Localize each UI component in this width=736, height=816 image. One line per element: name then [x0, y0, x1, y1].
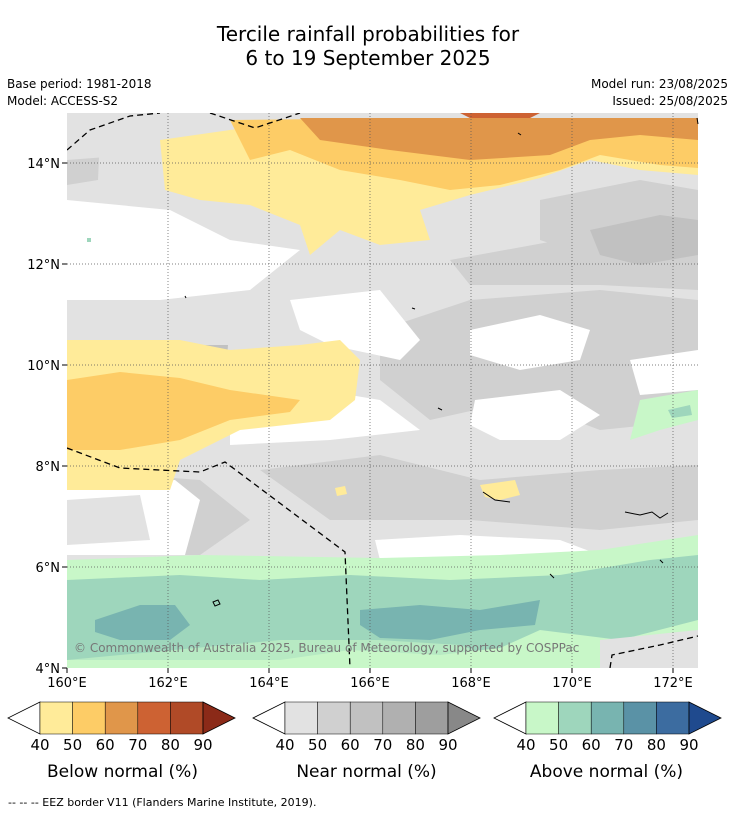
- colorbar-tick-label: 70: [128, 736, 147, 754]
- colorbar-segment: [72, 701, 106, 735]
- colorbar-tick-label: 40: [275, 736, 294, 754]
- colorbar-segment: [284, 701, 318, 735]
- base-period: Base period: 1981-2018: [7, 77, 152, 91]
- lon-label: 170°E: [552, 676, 592, 691]
- islands: [184, 117, 699, 607]
- colorbar-tick-label: 70: [614, 736, 633, 754]
- colorbar-tick-label: 60: [582, 736, 601, 754]
- colorbar-segment: [558, 701, 592, 735]
- colorbars: 40 50 60 70 80 90 40 50 60 70 80 90 40 50 60 70 80 90: [7, 701, 722, 754]
- issued-date: Issued: 25/08/2025: [612, 94, 728, 108]
- colorbar-tick-label: 50: [549, 736, 568, 754]
- colorbar-above: 40 50 60 70 80 90: [493, 701, 722, 754]
- colorbar-under-triangle: [493, 701, 527, 735]
- colorbar-tick-label: 70: [373, 736, 392, 754]
- colorbar-label-below: Below normal (%): [47, 762, 198, 782]
- lon-label: 162°E: [148, 676, 188, 691]
- colorbar-segment: [39, 701, 73, 735]
- lon-label: 168°E: [451, 676, 491, 691]
- lat-label: 10°N: [27, 359, 60, 374]
- title-line-1: Tercile rainfall probabilities for: [216, 22, 520, 46]
- colorbar-tick-label: 80: [406, 736, 425, 754]
- eez-legend-note: -- -- -- EEZ border V11 (Flanders Marine…: [8, 796, 317, 809]
- map-grid: [67, 113, 698, 668]
- colorbar-under-triangle: [7, 701, 41, 735]
- colorbar-segment: [590, 701, 625, 735]
- model-run: Model run: 23/08/2025: [590, 77, 728, 91]
- colorbar-under-triangle: [252, 701, 286, 735]
- colorbar-segment: [104, 701, 139, 735]
- lat-label: 12°N: [27, 258, 60, 273]
- colorbar-segment: [656, 701, 690, 735]
- colorbar-label-near: Near normal (%): [296, 762, 437, 782]
- model-name: Model: ACCESS-S2: [7, 94, 119, 108]
- map-field: [67, 113, 698, 668]
- colorbar-tick-label: 90: [679, 736, 698, 754]
- colorbar-over-triangle: [447, 701, 481, 735]
- colorbar-over-triangle: [202, 701, 236, 735]
- colorbar-segment: [525, 701, 559, 735]
- colorbar-segment: [317, 701, 351, 735]
- colorbar-label-above: Above normal (%): [529, 762, 684, 782]
- lat-label: 4°N: [36, 662, 61, 677]
- colorbar-segment: [415, 701, 449, 735]
- lat-label: 8°N: [36, 460, 61, 475]
- colorbar-segment: [170, 701, 204, 735]
- colorbar-tick-label: 40: [516, 736, 535, 754]
- colorbar-over-triangle: [688, 701, 722, 735]
- colorbar-tick-label: 50: [63, 736, 82, 754]
- colorbar-tick-label: 90: [193, 736, 212, 754]
- colorbar-below: 40 50 60 70 80 90: [7, 701, 236, 754]
- copyright-note: © Commonwealth of Australia 2025, Bureau…: [74, 641, 579, 655]
- lat-label: 6°N: [36, 561, 61, 576]
- title-line-2: 6 to 19 September 2025: [245, 46, 491, 70]
- colorbar-tick-label: 60: [341, 736, 360, 754]
- colorbar-tick-label: 90: [438, 736, 457, 754]
- colorbar-tick-label: 80: [647, 736, 666, 754]
- colorbar-segment: [349, 701, 384, 735]
- lon-label: 172°E: [653, 676, 693, 691]
- lat-label: 14°N: [27, 157, 60, 172]
- colorbar-tick-label: 50: [308, 736, 327, 754]
- lon-label: 166°E: [350, 676, 390, 691]
- colorbar-segment: [137, 701, 171, 735]
- colorbar-tick-label: 60: [96, 736, 115, 754]
- eez-border: [67, 113, 698, 668]
- colorbar-near: 40 50 60 70 80 90: [252, 701, 481, 754]
- lon-label: 160°E: [47, 676, 87, 691]
- lon-label: 164°E: [249, 676, 289, 691]
- colorbar-segment: [382, 701, 416, 735]
- colorbar-segment: [623, 701, 657, 735]
- colorbar-tick-label: 40: [30, 736, 49, 754]
- colorbar-tick-label: 80: [161, 736, 180, 754]
